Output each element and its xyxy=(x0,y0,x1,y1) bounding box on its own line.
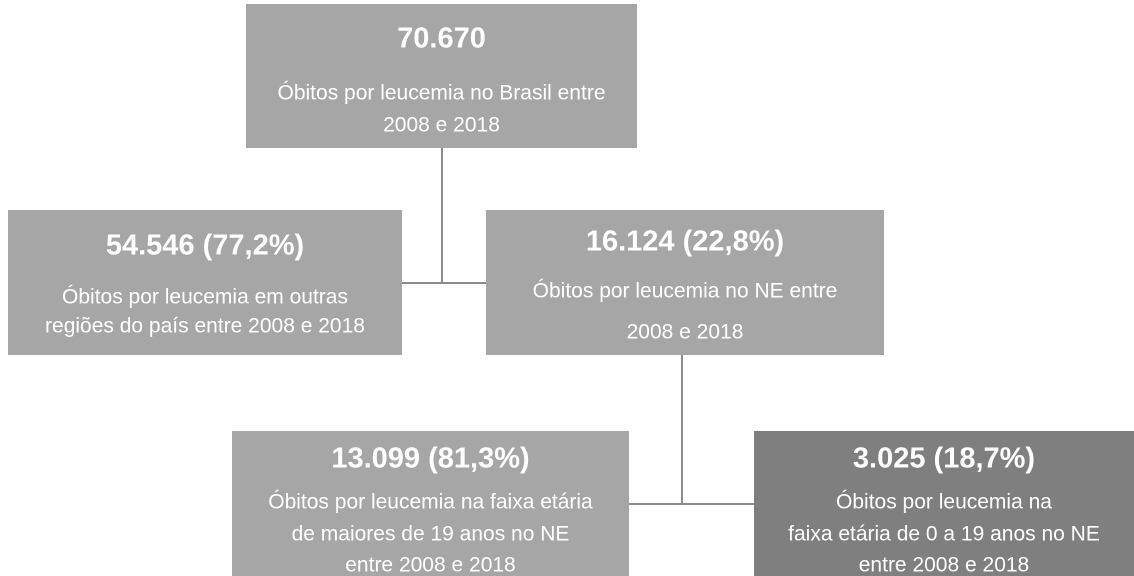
node-label: Óbitos por leucemia no Brasil entre xyxy=(278,82,606,105)
node-box xyxy=(232,431,629,576)
node-value: 3.025 (18,7%) xyxy=(853,443,1035,475)
node-label: faixa etária de 0 a 19 anos no NE xyxy=(788,523,1100,546)
node-box xyxy=(486,210,884,355)
node-box xyxy=(246,4,637,148)
node-label: entre 2008 e 2018 xyxy=(859,554,1029,576)
node-label: regiões do país entre 2008 e 2018 xyxy=(45,315,365,338)
node-box xyxy=(754,431,1134,576)
node-value: 16.124 (22,8%) xyxy=(586,226,784,258)
node-value: 13.099 (81,3%) xyxy=(331,443,529,475)
node-value: 70.670 xyxy=(397,23,486,55)
node-label: 2008 e 2018 xyxy=(383,114,500,137)
node-label: Óbitos por leucemia em outras xyxy=(62,286,348,309)
node-label: Óbitos por leucemia na faixa etária xyxy=(268,491,593,514)
node-label: Óbitos por leucemia na xyxy=(836,491,1052,514)
node-label: de maiores de 19 anos no NE xyxy=(292,523,570,546)
node-label: Óbitos por leucemia no NE entre xyxy=(533,280,838,303)
node-label: entre 2008 e 2018 xyxy=(345,554,515,576)
node-label: 2008 e 2018 xyxy=(627,321,744,344)
node-box xyxy=(8,210,402,355)
node-value: 54.546 (77,2%) xyxy=(106,230,304,262)
